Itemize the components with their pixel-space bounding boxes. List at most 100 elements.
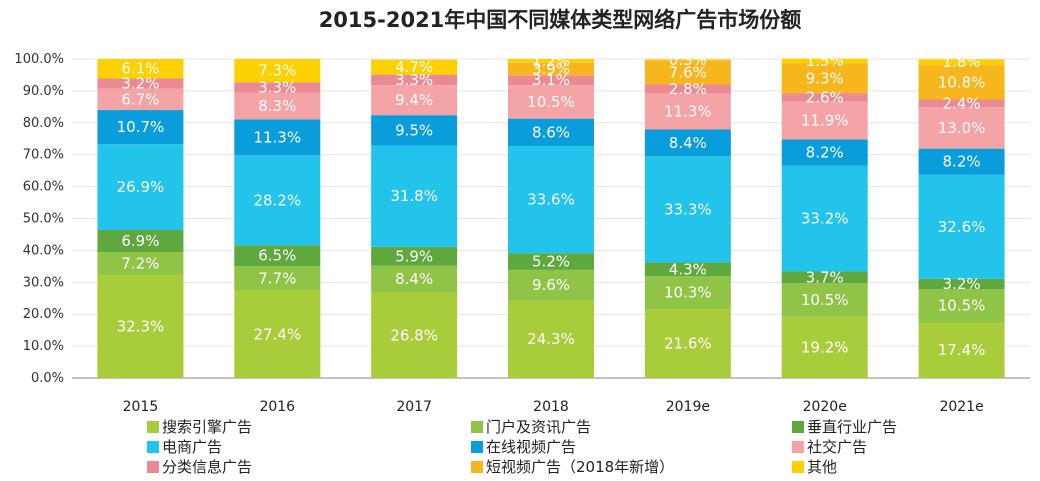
bar-segment bbox=[97, 59, 184, 79]
bar-segment bbox=[781, 271, 868, 284]
legend-label: 短视频广告（2018年新增） bbox=[486, 458, 674, 476]
legend-swatch bbox=[471, 441, 483, 453]
data-label: 4.3% bbox=[669, 260, 707, 278]
y-tick-label: 90.0% bbox=[23, 84, 64, 99]
data-label: 7.3% bbox=[258, 62, 296, 80]
data-label: 8.3% bbox=[258, 97, 296, 115]
y-tick-label: 30.0% bbox=[23, 275, 64, 290]
y-tick-label: 60.0% bbox=[23, 180, 64, 195]
data-label: 2.8% bbox=[669, 80, 707, 98]
data-labels: 32.3%7.2%6.9%26.9%10.7%6.7%3.2%6.1%27.4%… bbox=[117, 51, 986, 359]
data-label: 6.1% bbox=[121, 60, 159, 78]
y-axis-ticks: 0.0% 10.0% 20.0% 30.0% 40.0% 50.0% 60.0% 70.0% 8… bbox=[14, 52, 64, 386]
legend-label: 在线视频广告 bbox=[486, 438, 576, 456]
data-label: 1.2% bbox=[532, 52, 570, 70]
bar-segment bbox=[918, 65, 1005, 100]
bar-segment bbox=[97, 88, 184, 111]
legend-label: 社交广告 bbox=[807, 438, 867, 456]
bar-segment bbox=[234, 92, 321, 120]
data-label: 10.5% bbox=[801, 291, 849, 309]
bar-segment bbox=[234, 119, 321, 156]
bar-segment bbox=[781, 101, 868, 140]
x-tick-label: 2019e bbox=[666, 399, 710, 415]
x-tick-label: 2015 bbox=[123, 399, 159, 415]
data-label: 3.7% bbox=[806, 268, 844, 286]
bar-segment bbox=[508, 85, 594, 119]
bar-segment bbox=[644, 93, 731, 130]
bar-segment bbox=[644, 276, 731, 310]
bar-segment bbox=[918, 278, 1005, 289]
data-label: 19.2% bbox=[801, 338, 849, 356]
data-label: 10.3% bbox=[664, 284, 712, 302]
legend-swatch bbox=[147, 441, 159, 453]
legend-label: 门户及资讯广告 bbox=[486, 418, 591, 436]
bar-segment bbox=[371, 265, 458, 293]
data-label: 1.8% bbox=[943, 53, 981, 71]
bar-segment bbox=[97, 78, 184, 89]
bar-segment bbox=[508, 300, 594, 378]
bar-segment bbox=[508, 253, 594, 270]
data-label: 3.1% bbox=[532, 71, 570, 89]
data-label: 33.6% bbox=[527, 191, 575, 209]
y-tick-label: 40.0% bbox=[23, 243, 64, 258]
data-label: 10.5% bbox=[527, 93, 575, 111]
bar-segment bbox=[97, 274, 184, 378]
data-label: 7.2% bbox=[121, 254, 159, 272]
bar-segment bbox=[371, 85, 458, 116]
data-label: 21.6% bbox=[664, 335, 712, 353]
data-label: 8.2% bbox=[943, 153, 981, 171]
bar-segment bbox=[781, 63, 868, 94]
bars bbox=[97, 58, 1005, 378]
bar-segment bbox=[234, 155, 321, 246]
chart-title: 2015-2021年中国不同媒体类型网络广告市场份额 bbox=[319, 8, 802, 32]
bar-segment bbox=[644, 262, 731, 277]
bar-segment bbox=[371, 74, 458, 86]
data-label: 6.9% bbox=[121, 232, 159, 250]
legend-swatch bbox=[471, 461, 483, 473]
bar-segment bbox=[781, 139, 868, 166]
bar-segment bbox=[644, 156, 731, 263]
bar-segment bbox=[508, 146, 594, 254]
data-label: 31.8% bbox=[390, 187, 438, 205]
bar-segment bbox=[371, 292, 458, 378]
data-label: 5.2% bbox=[532, 253, 570, 271]
bar-segment bbox=[97, 110, 184, 145]
legend-swatch bbox=[147, 421, 159, 433]
data-label: 13.0% bbox=[938, 119, 986, 137]
data-label: 0.3% bbox=[669, 51, 707, 69]
bar-segment bbox=[234, 82, 321, 93]
bar-segment bbox=[781, 165, 868, 272]
bar-segment bbox=[97, 251, 184, 275]
bar-segment bbox=[234, 290, 321, 378]
data-label: 11.9% bbox=[801, 111, 849, 129]
bar-segment bbox=[97, 144, 184, 230]
bar-segment bbox=[644, 129, 731, 157]
x-tick-label: 2016 bbox=[259, 399, 295, 415]
data-label: 24.3% bbox=[527, 330, 575, 348]
data-label: 7.7% bbox=[258, 269, 296, 287]
bar-segment bbox=[508, 59, 594, 63]
data-label: 28.2% bbox=[253, 191, 301, 209]
bar-segment bbox=[781, 283, 868, 317]
x-tick-label: 2020e bbox=[803, 399, 847, 415]
bar-segment bbox=[918, 99, 1005, 108]
bar-segment bbox=[234, 245, 321, 267]
y-tick-label: 0.0% bbox=[31, 371, 64, 386]
data-label: 10.7% bbox=[117, 118, 165, 136]
legend-label: 其他 bbox=[807, 458, 837, 476]
bar-segment bbox=[508, 118, 594, 147]
bar-segment bbox=[644, 59, 731, 61]
y-tick-label: 70.0% bbox=[23, 148, 64, 163]
bar-segment bbox=[781, 93, 868, 102]
data-label: 3.3% bbox=[258, 79, 296, 97]
bar-segment bbox=[918, 174, 1005, 279]
legend-swatch bbox=[471, 421, 483, 433]
data-label: 4.7% bbox=[395, 58, 433, 76]
bar-segment bbox=[508, 62, 594, 76]
legend-label: 搜索引擎广告 bbox=[162, 418, 252, 436]
bar-segment bbox=[234, 266, 321, 291]
data-label: 1.5% bbox=[806, 52, 844, 70]
data-label: 10.5% bbox=[938, 297, 986, 315]
